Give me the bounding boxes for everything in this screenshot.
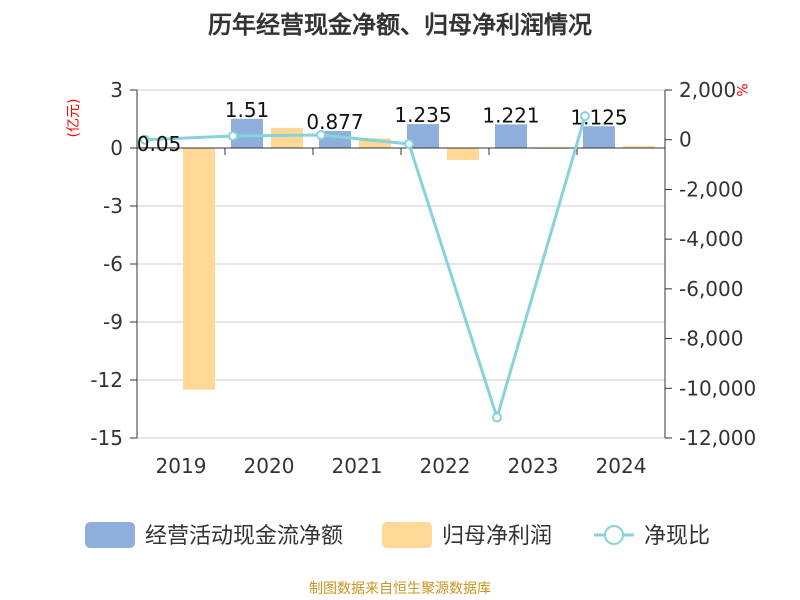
y-tick-label: -12 bbox=[90, 368, 123, 392]
legend-label: 经营活动现金流净额 bbox=[145, 524, 343, 549]
legend-label: 归母净利润 bbox=[442, 524, 552, 549]
cashflow-data-label: 0.05 bbox=[137, 132, 182, 156]
y-tick-label: -15 bbox=[90, 426, 123, 450]
x-tick-label: 2023 bbox=[508, 454, 559, 478]
profit-bar bbox=[359, 138, 391, 148]
profit-bar bbox=[183, 148, 215, 390]
profit-bar bbox=[271, 127, 303, 148]
profit-bar bbox=[447, 148, 479, 160]
chart-title: 历年经营现金净额、归母净利润情况 bbox=[208, 11, 592, 39]
ratio-line bbox=[144, 115, 587, 423]
y2-axis-label: % bbox=[733, 83, 749, 96]
y2-tick-label: -6,000 bbox=[679, 277, 743, 301]
ratio-point bbox=[492, 412, 502, 423]
cashflow-data-label: 1.125 bbox=[570, 105, 627, 129]
y2-tick-label: 0 bbox=[679, 128, 692, 152]
legend-swatch bbox=[382, 522, 432, 548]
y2-tick-label: 2,000 bbox=[679, 78, 736, 102]
x-tick-label: 2021 bbox=[332, 454, 383, 478]
ratio-point bbox=[316, 129, 326, 140]
cashflow-data-label: 0.877 bbox=[306, 110, 363, 134]
legend-swatch bbox=[85, 522, 135, 548]
y-tick-label: 0 bbox=[110, 136, 123, 160]
ratio-point bbox=[228, 130, 238, 141]
x-tick-label: 2019 bbox=[156, 454, 207, 478]
profit-bar bbox=[623, 146, 655, 148]
y-tick-label: -6 bbox=[103, 252, 123, 276]
ratio-point bbox=[580, 111, 590, 122]
y-tick-label: 3 bbox=[110, 78, 123, 102]
y2-tick-label: -8,000 bbox=[679, 327, 743, 351]
legend-label: 净现比 bbox=[644, 524, 710, 549]
cashflow-data-label: 1.235 bbox=[394, 103, 451, 127]
cashflow-bar bbox=[495, 124, 527, 148]
y2-tick-label: -4,000 bbox=[679, 227, 743, 251]
y2-tick-label: -10,000 bbox=[679, 376, 756, 400]
ratio-point bbox=[404, 138, 414, 149]
x-tick-label: 2020 bbox=[244, 454, 295, 478]
cashflow-data-label: 1.51 bbox=[225, 98, 270, 122]
ratio-point bbox=[140, 134, 150, 145]
cashflow-bar bbox=[407, 124, 439, 148]
x-tick-label: 2024 bbox=[596, 454, 647, 478]
y-tick-label: -3 bbox=[103, 194, 123, 218]
cashflow-data-label: 1.221 bbox=[482, 103, 539, 127]
y2-tick-label: -12,000 bbox=[679, 426, 756, 450]
cashflow-bar bbox=[583, 126, 615, 148]
y2-tick-label: -2,000 bbox=[679, 177, 743, 201]
legend-swatch bbox=[604, 525, 624, 545]
y-tick-label: -9 bbox=[103, 310, 123, 334]
y-axis-label: (亿元) bbox=[66, 99, 82, 138]
x-tick-label: 2022 bbox=[420, 454, 471, 478]
footer-source: 制图数据来自恒生聚源数据库 bbox=[309, 581, 491, 597]
